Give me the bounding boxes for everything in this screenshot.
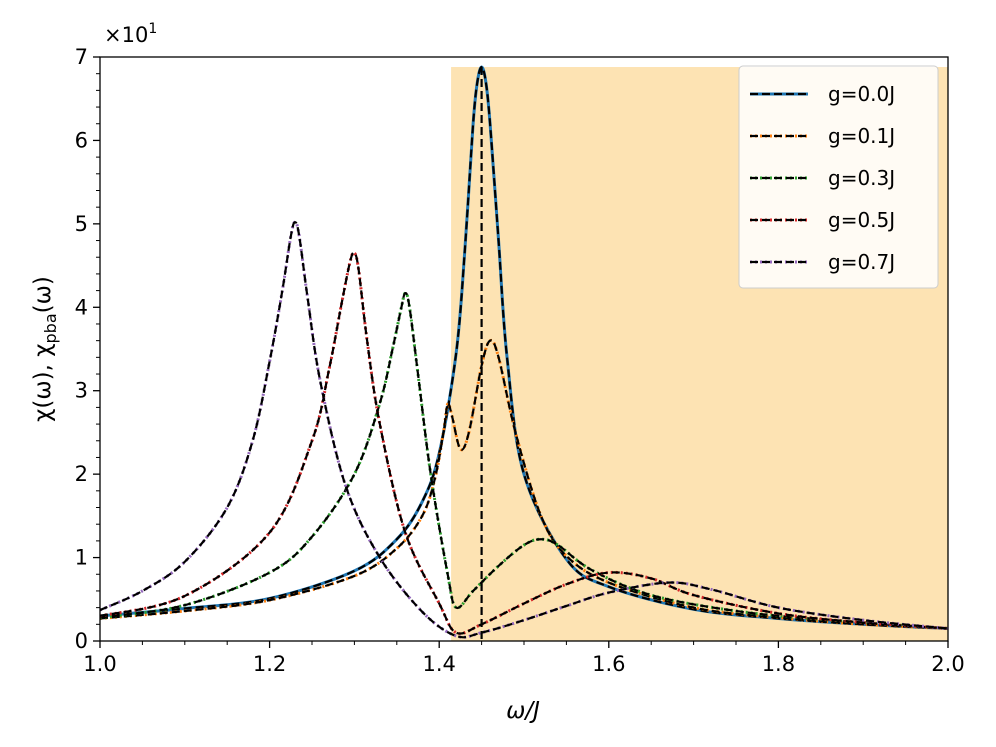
tick-layer: 1.0 1.2 1.4 1.6 1.8 2.0 0 1 2 3 4 5 6 7 <box>75 45 965 676</box>
y-scale-exponent: ×101 <box>104 21 157 47</box>
legend-items: g=0.0J g=0.1J g=0.3J g=0.5J g=0.7J <box>750 82 895 274</box>
y-axis-label: χ(ω), χpba(ω) <box>30 276 60 422</box>
legend-label: g=0.7J <box>828 250 895 274</box>
y-tick-label: 4 <box>75 295 88 319</box>
series-pba-line-g=0.1J <box>99 339 949 630</box>
legend: g=0.0J g=0.1J g=0.3J g=0.5J g=0.7J <box>738 65 939 289</box>
series-pba-line-g=0.0J <box>99 65 949 630</box>
series-pba-line-g=0.5J <box>99 251 949 635</box>
x-tick-label: 1.8 <box>762 652 795 676</box>
y-tick-label: 0 <box>75 629 88 653</box>
y-tick-label: 1 <box>75 546 88 570</box>
legend-label: g=0.5J <box>828 208 895 232</box>
y-tick-label: 3 <box>75 379 88 403</box>
legend-label: g=0.1J <box>828 124 895 148</box>
legend-label: g=0.0J <box>828 82 895 106</box>
series-line-g=0.5J <box>99 251 949 636</box>
x-tick-label: 1.4 <box>422 652 455 676</box>
legend-box <box>738 65 939 289</box>
x-tick-label: 2.0 <box>931 652 964 676</box>
series-pba-line-g=0.7J <box>99 221 949 639</box>
legend-label: g=0.3J <box>828 166 895 190</box>
x-tick-label: 1.0 <box>83 652 116 676</box>
y-tick-label: 2 <box>75 462 88 486</box>
x-axis-label: ω/J <box>506 698 540 724</box>
y-tick-label: 7 <box>75 45 88 69</box>
x-tick-label: 1.6 <box>592 652 625 676</box>
y-tick-label: 6 <box>75 128 88 152</box>
x-tick-label: 1.2 <box>253 652 286 676</box>
y-tick-label: 5 <box>75 212 88 236</box>
